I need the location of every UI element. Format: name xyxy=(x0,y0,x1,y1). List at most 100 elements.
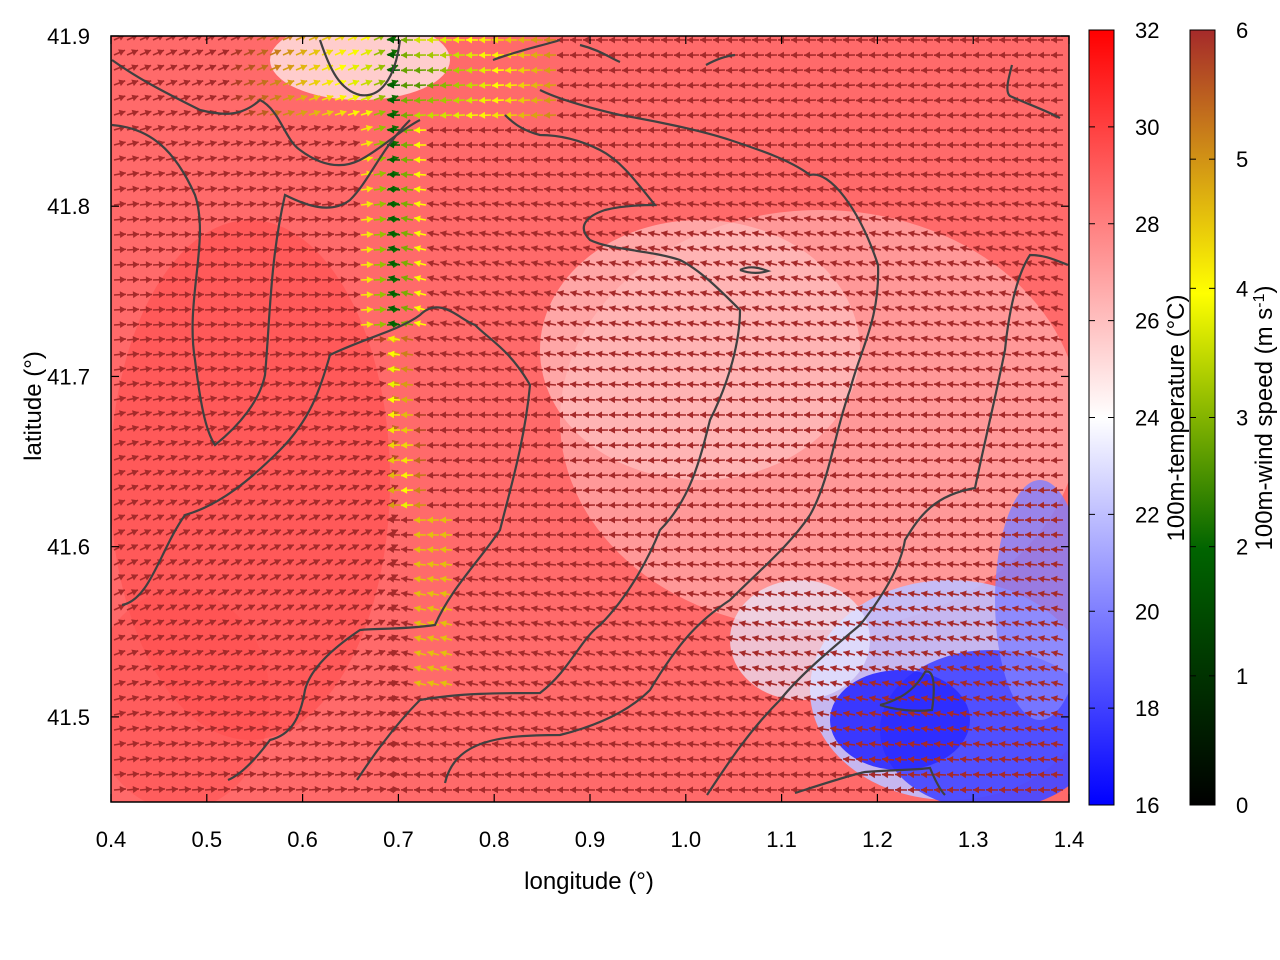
wind-arrow xyxy=(920,171,934,179)
wind-arrow xyxy=(621,126,635,134)
wind-arrow xyxy=(479,200,492,208)
wind-arrow xyxy=(360,185,373,193)
wind-arrow xyxy=(673,66,687,74)
wind-arrow xyxy=(595,156,609,164)
wind-arrow xyxy=(439,96,453,104)
wind-arrow xyxy=(842,111,856,119)
wind-arrow xyxy=(439,156,453,164)
wind-arrow xyxy=(816,126,830,134)
wind-arrow xyxy=(400,36,414,44)
wind-arrow xyxy=(608,126,622,134)
wind-arrow xyxy=(400,51,414,59)
wind-arrow xyxy=(933,185,947,193)
wind-arrow xyxy=(530,51,544,59)
wind-arrow xyxy=(256,185,269,193)
wind-arrow xyxy=(764,141,778,149)
wind-arrow xyxy=(764,36,778,44)
wind-arrow xyxy=(204,79,217,87)
wind-arrow xyxy=(972,141,986,149)
wind-arrow xyxy=(530,141,544,149)
wind-arrow xyxy=(894,126,908,134)
wind-arrow xyxy=(308,64,321,71)
wind-arrow xyxy=(282,36,294,41)
wind-arrow xyxy=(972,111,986,119)
wind-arrow xyxy=(243,155,256,163)
wind-arrow xyxy=(790,81,804,89)
wind-arrow xyxy=(816,81,830,89)
wind-arrow xyxy=(282,79,295,87)
wind-arrow xyxy=(582,66,596,74)
wind-arrow xyxy=(738,51,752,59)
x-tick-label: 0.6 xyxy=(287,827,318,852)
wind-arrow xyxy=(139,185,152,193)
wind-arrow xyxy=(126,155,139,163)
wind-arrow xyxy=(894,141,908,149)
wind-arrow xyxy=(699,36,713,44)
wind-arrow xyxy=(881,66,895,74)
wind-arrow xyxy=(738,171,752,179)
wind-arrow xyxy=(894,156,908,164)
wind-arrow xyxy=(751,126,765,134)
wind-arrow xyxy=(230,49,243,56)
wind-arrow xyxy=(881,185,895,193)
wind-arrow xyxy=(152,125,165,132)
wind-arrow xyxy=(855,51,869,59)
wind-arrow xyxy=(855,185,869,193)
wind-arrow xyxy=(152,36,164,41)
wind-arrow xyxy=(1037,81,1051,89)
wind-arrow xyxy=(1024,81,1038,89)
colorbar-tick-label: 5 xyxy=(1236,147,1248,172)
wind-arrow xyxy=(478,66,492,74)
wind-arrow xyxy=(725,141,739,149)
wind-arrow xyxy=(413,111,427,119)
wind-arrow xyxy=(660,51,674,59)
wind-arrow xyxy=(530,96,544,104)
wind-arrow xyxy=(178,49,191,56)
wind-arrow xyxy=(673,51,687,59)
wind-arrow xyxy=(894,51,908,59)
wind-arrow xyxy=(1050,141,1064,149)
wind-colorbar-title-end: ) xyxy=(1251,286,1278,294)
wind-arrow xyxy=(204,200,218,208)
wind-arrow xyxy=(413,156,427,164)
wind-arrow xyxy=(777,96,791,104)
wind-arrow xyxy=(282,200,296,208)
wind-arrow xyxy=(491,141,505,149)
colorbar-tick-label: 18 xyxy=(1135,696,1159,721)
wind-arrow xyxy=(243,109,256,117)
wind-arrow xyxy=(1037,185,1051,193)
wind-arrow xyxy=(269,170,282,178)
wind-arrow xyxy=(751,51,765,59)
wind-arrow xyxy=(582,36,596,44)
wind-arrow xyxy=(920,96,934,104)
wind-arrow xyxy=(686,36,700,44)
wind-arrow xyxy=(530,111,544,119)
wind-arrow xyxy=(777,171,791,179)
wind-arrow xyxy=(1024,51,1038,59)
wind-arrow xyxy=(647,66,661,74)
wind-arrow xyxy=(478,51,492,59)
wind-arrow xyxy=(139,49,152,56)
wind-arrow xyxy=(699,185,713,193)
wind-arrow xyxy=(907,96,921,104)
wind-arrow xyxy=(881,81,895,89)
wind-arrow xyxy=(465,156,479,164)
wind-arrow xyxy=(998,36,1012,44)
wind-arrow xyxy=(946,171,960,179)
wind-arrow xyxy=(816,51,830,59)
wind-arrow xyxy=(907,126,921,134)
wind-arrow xyxy=(321,36,333,41)
wind-arrow xyxy=(998,185,1012,193)
wind-arrow xyxy=(1037,51,1051,59)
wind-arrow xyxy=(1050,81,1064,89)
wind-arrow xyxy=(985,66,999,74)
wind-arrow xyxy=(556,156,570,164)
wind-arrow xyxy=(543,156,557,164)
wind-arrow xyxy=(347,109,360,117)
wind-arrow xyxy=(504,111,518,119)
wind-arrow xyxy=(1050,171,1064,179)
wind-arrow xyxy=(530,81,544,89)
wind-arrow xyxy=(191,125,204,132)
wind-arrow xyxy=(582,96,596,104)
wind-arrow xyxy=(256,140,269,147)
